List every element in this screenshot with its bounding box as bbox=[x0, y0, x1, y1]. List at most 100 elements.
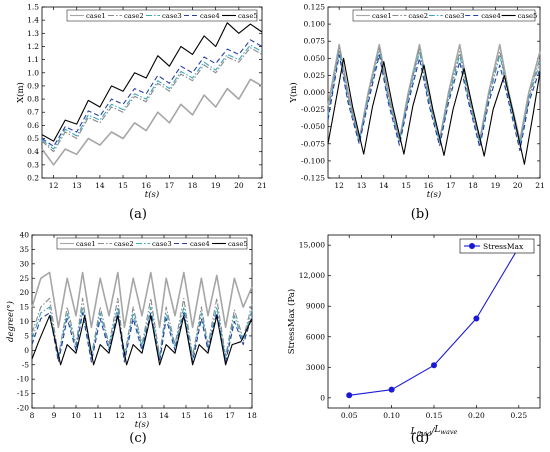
y-axis-label: degree(°) bbox=[5, 301, 16, 342]
x-tick-label: 19 bbox=[211, 181, 221, 190]
x-axis-label: Lfluid/Lwave bbox=[410, 425, 458, 438]
series-line-case1 bbox=[41, 78, 263, 166]
x-axis-label: t(s) bbox=[145, 189, 159, 200]
y-tick-label: 0.100 bbox=[304, 20, 326, 29]
y-tick-label: 20 bbox=[19, 288, 29, 297]
data-point bbox=[388, 386, 395, 393]
y-tick-label: -10 bbox=[17, 375, 29, 384]
y-tick-label: 0.050 bbox=[304, 54, 326, 63]
x-tick-label: 13 bbox=[72, 181, 82, 190]
series-line-case2 bbox=[41, 47, 263, 153]
legend-label-case1: case1 bbox=[76, 240, 96, 248]
plot-frame-a bbox=[41, 6, 263, 179]
y-tick-label: 30 bbox=[19, 259, 29, 268]
legend-label-case2: case2 bbox=[408, 12, 428, 20]
x-axis-label: t(s) bbox=[427, 189, 441, 200]
legend-label-case4: case4 bbox=[200, 12, 220, 20]
y-tick-label: 25 bbox=[19, 274, 29, 283]
x-tick-label: 16 bbox=[203, 411, 213, 420]
x-tick-label: 18 bbox=[188, 181, 198, 190]
y-tick-label: 3000 bbox=[306, 363, 325, 372]
x-tick-label: 10 bbox=[71, 411, 81, 420]
y-tick-label: 0.000 bbox=[304, 88, 326, 97]
legend-label-case3: case3 bbox=[445, 12, 465, 20]
series-line-case5 bbox=[327, 57, 541, 165]
legend-label-case5: case5 bbox=[228, 240, 248, 248]
series-line-case4 bbox=[327, 54, 541, 152]
chart-panel-d: 0.05 0.10 0.15 0.20 0.25 0 3000 6000 9000 12,000 1… bbox=[286, 234, 541, 438]
x-tick-label: 0.20 bbox=[468, 411, 485, 420]
x-tick-label: 21 bbox=[535, 181, 545, 190]
y-tick-label: 0.4 bbox=[27, 147, 39, 156]
x-tick-label: 15 bbox=[401, 181, 411, 190]
x-tick-label: 13 bbox=[357, 181, 367, 190]
y-tick-label: 1.5 bbox=[27, 3, 39, 12]
y-tick-label: 9000 bbox=[306, 302, 325, 311]
y-tick-label: 35 bbox=[19, 245, 29, 254]
panel-label-d: (d) bbox=[411, 431, 429, 446]
y-tick-label: 1.1 bbox=[27, 55, 39, 64]
x-tick-label: 9 bbox=[52, 411, 57, 420]
x-tick-label: 16 bbox=[141, 181, 151, 190]
x-tick-label: 14 bbox=[159, 411, 169, 420]
legend-label: StressMax bbox=[483, 242, 524, 251]
y-tick-label: 0.5 bbox=[27, 134, 39, 143]
legend-label-case1: case1 bbox=[372, 12, 392, 20]
plot-frame-d bbox=[327, 234, 541, 409]
y-tick-label: 1.3 bbox=[27, 29, 39, 38]
y-tick-label: -15 bbox=[17, 389, 29, 398]
legend-label-case4: case4 bbox=[190, 240, 210, 248]
y-tick-label: 0.2 bbox=[27, 174, 39, 183]
x-tick-label: 0.15 bbox=[426, 411, 443, 420]
y-tick-label: 0.9 bbox=[27, 81, 39, 90]
y-tick-label: -0.025 bbox=[301, 105, 325, 114]
x-tick-label: 20 bbox=[513, 181, 523, 190]
y-tick-label: 0.6 bbox=[27, 121, 39, 130]
y-tick-label: 0.125 bbox=[304, 3, 326, 12]
series-line-case5 bbox=[41, 22, 263, 142]
legend-box bbox=[56, 237, 248, 250]
series-line-case2 bbox=[31, 297, 253, 357]
y-tick-label: 6000 bbox=[306, 332, 325, 341]
panel-label-b: (b) bbox=[411, 207, 429, 222]
y-tick-label: -5 bbox=[22, 360, 30, 369]
x-tick-label: 18 bbox=[468, 181, 478, 190]
x-tick-label: 14 bbox=[95, 181, 105, 190]
legend-label-case5: case5 bbox=[518, 12, 538, 20]
x-tick-label: 14 bbox=[379, 181, 389, 190]
y-tick-label: -20 bbox=[17, 404, 29, 413]
x-tick-label: 15 bbox=[181, 411, 191, 420]
series-line-case1 bbox=[31, 271, 253, 329]
x-tick-label: 19 bbox=[491, 181, 501, 190]
y-tick-label: 0.075 bbox=[304, 37, 326, 46]
legend-box bbox=[459, 238, 535, 254]
chart-panel-b: 12 13 14 15 16 17 18 19 20 21 -0.125 -0.100 -0.075 -0… bbox=[288, 3, 545, 201]
y-tick-label: 0.8 bbox=[27, 95, 39, 104]
x-tick-label: 16 bbox=[424, 181, 434, 190]
y-tick-label: 5 bbox=[24, 331, 29, 340]
series-line-stressmax bbox=[349, 246, 520, 396]
series-line-case3 bbox=[327, 50, 541, 147]
legend-box bbox=[66, 9, 258, 22]
y-tick-label: 1.0 bbox=[27, 68, 39, 77]
panel-label-a: (a) bbox=[129, 207, 147, 222]
x-tick-label: 0.05 bbox=[341, 411, 358, 420]
series-line-case4 bbox=[41, 39, 263, 147]
x-tick-label: 17 bbox=[165, 181, 175, 190]
legend-box bbox=[352, 9, 536, 22]
x-tick-label: 0.10 bbox=[383, 411, 400, 420]
series-line-case5 bbox=[31, 315, 253, 366]
x-tick-label: 0.25 bbox=[510, 411, 527, 420]
y-tick-label: 10 bbox=[19, 317, 29, 326]
y-axis-label: StressMax (Pa) bbox=[286, 289, 297, 354]
x-tick-label: 17 bbox=[446, 181, 456, 190]
legend-label-case2: case2 bbox=[114, 240, 134, 248]
chart-panel-a: 12 13 14 15 16 17 18 19 20 21 0.2 0.3 0.4 0.5 0.6 0.7 0.… bbox=[15, 3, 267, 201]
x-tick-label: 12 bbox=[115, 411, 125, 420]
y-tick-label: 1.4 bbox=[27, 16, 39, 25]
x-tick-label: 12 bbox=[334, 181, 344, 190]
y-tick-label: 0 bbox=[320, 393, 325, 402]
x-axis-label: t(s) bbox=[135, 419, 149, 430]
data-point bbox=[346, 392, 353, 399]
